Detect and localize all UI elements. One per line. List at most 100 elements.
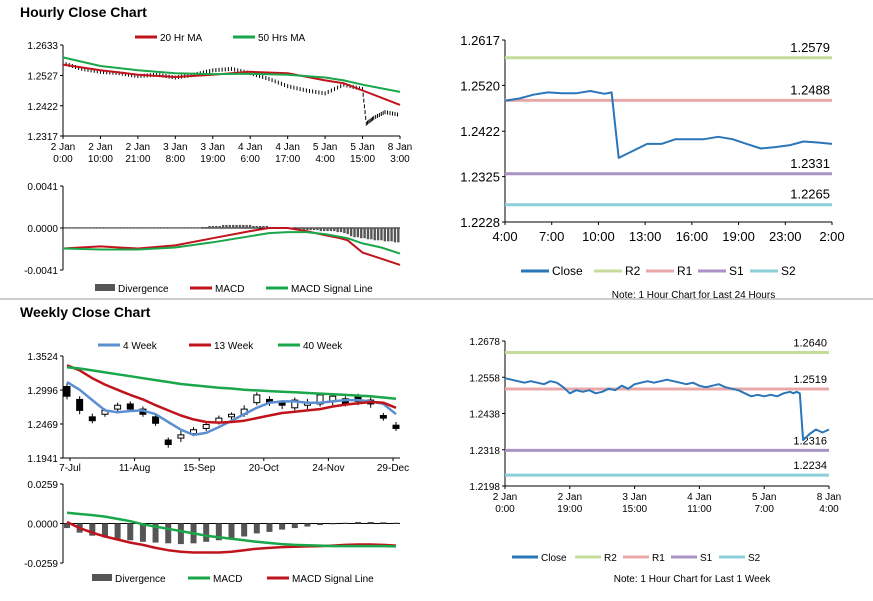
x-tick-label: 2 Jan <box>88 142 112 153</box>
divergence-bar <box>221 224 225 228</box>
divergence-bar <box>363 228 366 239</box>
divergence-bar <box>120 228 124 229</box>
divergence-bar <box>154 228 157 229</box>
divergence-bar <box>107 228 110 229</box>
x-tick-label: 4:00 <box>819 504 839 515</box>
legend-label: S2 <box>748 553 761 564</box>
y-tick-label: 0.0000 <box>27 224 58 235</box>
divergence-bar <box>127 228 130 229</box>
y-tick-label: -0.0259 <box>24 559 58 570</box>
legend-label: S1 <box>729 264 744 278</box>
x-tick-label: 15:00 <box>350 154 375 165</box>
divergence-bar <box>66 228 70 229</box>
divergence-bar <box>93 228 97 229</box>
divergence-bar <box>228 224 231 228</box>
divergence-bar <box>299 228 302 230</box>
candle-body <box>177 434 185 439</box>
divergence-bar <box>100 228 103 229</box>
y-tick-label: 1.2678 <box>469 337 500 348</box>
divergence-bar <box>181 228 184 229</box>
y-tick-label: 1.2469 <box>27 420 58 431</box>
level-label: 1.2331 <box>790 156 830 171</box>
candle-body <box>228 413 235 418</box>
x-tick-label: 3:00 <box>390 154 410 165</box>
x-tick-label: 8 Jan <box>388 142 412 153</box>
divergence-bar <box>76 228 80 229</box>
moving-average-line <box>66 380 397 437</box>
level-label: 1.2316 <box>793 435 827 447</box>
level-label: 1.2234 <box>793 460 827 472</box>
candle-body <box>63 386 71 397</box>
divergence-bar <box>258 225 262 228</box>
legend-label: R2 <box>625 264 641 278</box>
divergence-bar <box>309 228 312 231</box>
x-tick-label: 7:00 <box>754 504 774 515</box>
divergence-bar <box>353 228 356 238</box>
divergence-bar <box>322 228 326 232</box>
divergence-bar <box>252 225 255 228</box>
divergence-bar <box>151 228 154 229</box>
hourly-section-title: Hourly Close Chart <box>20 4 147 20</box>
close-line <box>504 90 833 159</box>
divergence-bar <box>83 228 87 229</box>
x-tick-label: 4:00 <box>315 154 335 165</box>
divergence-bar <box>232 224 235 228</box>
divergence-bar <box>279 523 286 530</box>
x-tick-label: 2 Jan <box>493 492 517 503</box>
divergence-bar <box>114 228 117 229</box>
candle-body <box>152 416 160 424</box>
legend-label: MACD Signal Line <box>291 284 373 295</box>
divergence-bar <box>215 225 218 228</box>
divergence-bar <box>63 228 66 229</box>
y-tick-label: 1.2422 <box>27 102 58 113</box>
candle-body <box>76 398 84 411</box>
candle-body <box>88 416 96 422</box>
chart-note: Note: 1 Hour Chart for Last 1 Week <box>614 574 772 585</box>
divergence-bar <box>306 228 309 231</box>
level-label: 1.2579 <box>790 40 830 55</box>
divergence-bar <box>103 228 107 229</box>
divergence-bar <box>184 228 188 229</box>
divergence-bar <box>110 228 114 229</box>
legend-label: 40 Week <box>303 341 343 352</box>
divergence-bar <box>326 228 329 232</box>
divergence-bar <box>144 228 147 229</box>
divergence-bar <box>336 228 339 233</box>
y-tick-label: 1.2520 <box>460 78 500 93</box>
x-tick-label: 19:00 <box>722 229 755 244</box>
divergence-bar <box>139 523 146 542</box>
candle-body <box>253 394 261 404</box>
divergence-bar <box>329 523 336 525</box>
legend-label: R1 <box>652 553 665 564</box>
divergence-bar <box>383 228 387 242</box>
divergence-bar <box>157 228 161 229</box>
x-tick-label: 11:00 <box>687 504 712 515</box>
x-tick-label: 19:00 <box>200 154 225 165</box>
x-tick-label: 4 Jan <box>687 492 711 503</box>
divergence-bar <box>296 228 299 230</box>
x-tick-label: 5 Jan <box>313 142 337 153</box>
x-tick-label: 6:00 <box>240 154 260 165</box>
divergence-bar <box>117 228 120 229</box>
x-tick-label: 23:00 <box>769 229 802 244</box>
divergence-bar <box>312 228 316 231</box>
x-tick-label: 21:00 <box>125 154 150 165</box>
x-tick-label: 0:00 <box>53 154 73 165</box>
divergence-bar <box>90 228 93 229</box>
y-tick-label: 1.2996 <box>27 386 58 397</box>
candle-body <box>126 403 134 410</box>
divergence-bar <box>218 225 221 228</box>
chart-note: Note: 1 Hour Chart for Last 24 Hours <box>612 290 775 301</box>
x-tick-label: 24-Nov <box>312 463 344 474</box>
divergence-bar <box>355 521 362 524</box>
candle-body <box>164 439 172 446</box>
x-tick-label: 8:00 <box>166 154 186 165</box>
x-tick-label: 2 Jan <box>558 492 582 503</box>
y-tick-label: 1.2438 <box>469 410 500 421</box>
x-tick-label: 8 Jan <box>817 492 841 503</box>
y-tick-label: -0.0041 <box>24 266 58 277</box>
y-tick-label: 1.2633 <box>27 41 58 52</box>
divergence-bar <box>397 228 400 243</box>
level-label: 1.2265 <box>790 187 830 202</box>
